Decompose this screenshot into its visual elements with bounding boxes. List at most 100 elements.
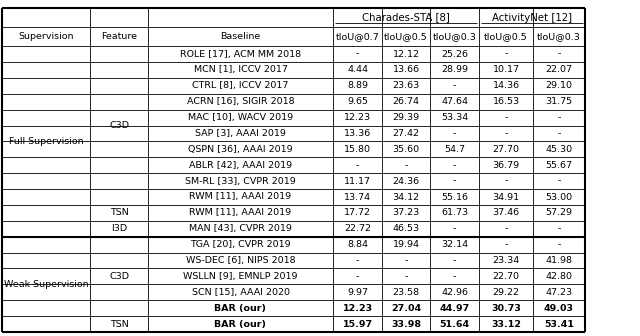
Text: C3D: C3D bbox=[109, 272, 129, 281]
Text: 29.39: 29.39 bbox=[392, 113, 420, 122]
Text: 15.97: 15.97 bbox=[342, 320, 372, 329]
Text: C3D: C3D bbox=[109, 121, 129, 130]
Text: 12.23: 12.23 bbox=[342, 304, 372, 313]
Text: 8.84: 8.84 bbox=[347, 240, 368, 249]
Text: -: - bbox=[557, 240, 561, 249]
Text: ACRN [16], SIGIR 2018: ACRN [16], SIGIR 2018 bbox=[187, 97, 294, 106]
Text: -: - bbox=[504, 49, 508, 58]
Text: MCN [1], ICCV 2017: MCN [1], ICCV 2017 bbox=[193, 66, 287, 75]
Text: 53.34: 53.34 bbox=[441, 113, 468, 122]
Text: 55.16: 55.16 bbox=[441, 193, 468, 202]
Text: 34.91: 34.91 bbox=[492, 193, 520, 202]
Text: -: - bbox=[356, 256, 359, 265]
Text: 23.58: 23.58 bbox=[392, 288, 420, 297]
Text: -: - bbox=[453, 81, 456, 90]
Text: -: - bbox=[504, 177, 508, 185]
Text: RWM [11], AAAI 2019: RWM [11], AAAI 2019 bbox=[189, 208, 292, 217]
Text: TGA [20], CVPR 2019: TGA [20], CVPR 2019 bbox=[190, 240, 291, 249]
Text: 28.99: 28.99 bbox=[441, 66, 468, 75]
Text: -: - bbox=[453, 177, 456, 185]
Text: -: - bbox=[453, 256, 456, 265]
Text: SM-RL [33], CVPR 2019: SM-RL [33], CVPR 2019 bbox=[185, 177, 296, 185]
Text: 9.97: 9.97 bbox=[347, 288, 368, 297]
Text: -: - bbox=[453, 224, 456, 233]
Text: 23.63: 23.63 bbox=[392, 81, 420, 90]
Text: 11.17: 11.17 bbox=[344, 177, 371, 185]
Text: 4.44: 4.44 bbox=[347, 66, 368, 75]
Text: 23.34: 23.34 bbox=[492, 256, 520, 265]
Text: 22.70: 22.70 bbox=[493, 272, 520, 281]
Text: Feature: Feature bbox=[101, 32, 137, 41]
Text: 42.96: 42.96 bbox=[441, 288, 468, 297]
Text: 55.67: 55.67 bbox=[545, 161, 573, 170]
Text: -: - bbox=[356, 49, 359, 58]
Text: Charades-STA [8]: Charades-STA [8] bbox=[362, 12, 450, 23]
Text: -: - bbox=[557, 177, 561, 185]
Text: -: - bbox=[557, 49, 561, 58]
Text: RWM [11], AAAI 2019: RWM [11], AAAI 2019 bbox=[189, 193, 292, 202]
Text: BAR (our): BAR (our) bbox=[214, 304, 266, 313]
Text: WSLLN [9], EMNLP 2019: WSLLN [9], EMNLP 2019 bbox=[183, 272, 298, 281]
Text: 24.36: 24.36 bbox=[392, 177, 420, 185]
Text: -: - bbox=[557, 113, 561, 122]
Text: Supervision: Supervision bbox=[19, 32, 74, 41]
Text: -: - bbox=[404, 272, 408, 281]
Text: 32.14: 32.14 bbox=[441, 240, 468, 249]
Text: 54.7: 54.7 bbox=[444, 145, 465, 154]
Text: 61.73: 61.73 bbox=[441, 208, 468, 217]
Text: TSN: TSN bbox=[109, 208, 129, 217]
Text: 16.53: 16.53 bbox=[492, 97, 520, 106]
Text: ActivityNet [12]: ActivityNet [12] bbox=[492, 12, 572, 23]
Text: 45.30: 45.30 bbox=[545, 145, 573, 154]
Text: SAP [3], AAAI 2019: SAP [3], AAAI 2019 bbox=[195, 129, 286, 138]
Text: tIoU@0.7: tIoU@0.7 bbox=[335, 32, 380, 41]
Text: CTRL [8], ICCV 2017: CTRL [8], ICCV 2017 bbox=[192, 81, 289, 90]
Text: 57.29: 57.29 bbox=[545, 208, 573, 217]
Text: -: - bbox=[557, 224, 561, 233]
Text: SCN [15], AAAI 2020: SCN [15], AAAI 2020 bbox=[191, 288, 289, 297]
Text: 31.75: 31.75 bbox=[545, 97, 573, 106]
Text: -: - bbox=[557, 129, 561, 138]
Text: 10.17: 10.17 bbox=[493, 66, 520, 75]
Text: 29.10: 29.10 bbox=[545, 81, 573, 90]
Text: 22.07: 22.07 bbox=[545, 66, 573, 75]
Text: -: - bbox=[453, 129, 456, 138]
Text: 37.23: 37.23 bbox=[392, 208, 420, 217]
Text: MAC [10], WACV 2019: MAC [10], WACV 2019 bbox=[188, 113, 293, 122]
Text: tIoU@0.3: tIoU@0.3 bbox=[433, 32, 476, 41]
Text: 15.80: 15.80 bbox=[344, 145, 371, 154]
Text: 44.97: 44.97 bbox=[440, 304, 470, 313]
Text: 9.65: 9.65 bbox=[347, 97, 368, 106]
Text: 27.70: 27.70 bbox=[493, 145, 520, 154]
Text: TSN: TSN bbox=[109, 320, 129, 329]
Text: -: - bbox=[504, 240, 508, 249]
Text: 36.79: 36.79 bbox=[492, 161, 520, 170]
Text: -: - bbox=[504, 113, 508, 122]
Text: -: - bbox=[453, 272, 456, 281]
Text: ROLE [17], ACM MM 2018: ROLE [17], ACM MM 2018 bbox=[180, 49, 301, 58]
Text: 12.23: 12.23 bbox=[344, 113, 371, 122]
Text: -: - bbox=[504, 129, 508, 138]
Text: 27.04: 27.04 bbox=[391, 304, 421, 313]
Text: 37.46: 37.46 bbox=[492, 208, 520, 217]
Text: 35.60: 35.60 bbox=[392, 145, 420, 154]
Text: 27.42: 27.42 bbox=[392, 129, 419, 138]
Text: Baseline: Baseline bbox=[220, 32, 260, 41]
Text: -: - bbox=[356, 161, 359, 170]
Text: I3D: I3D bbox=[111, 224, 127, 233]
Text: 53.41: 53.41 bbox=[544, 320, 574, 329]
Text: 29.22: 29.22 bbox=[493, 288, 520, 297]
Text: Full Supervision: Full Supervision bbox=[9, 137, 83, 146]
Text: 14.36: 14.36 bbox=[492, 81, 520, 90]
Text: 13.66: 13.66 bbox=[392, 66, 420, 75]
Text: 19.94: 19.94 bbox=[392, 240, 419, 249]
Text: 8.89: 8.89 bbox=[347, 81, 368, 90]
Text: WS-DEC [6], NIPS 2018: WS-DEC [6], NIPS 2018 bbox=[186, 256, 295, 265]
Text: 46.53: 46.53 bbox=[392, 224, 420, 233]
Text: -: - bbox=[504, 224, 508, 233]
Text: 51.64: 51.64 bbox=[440, 320, 470, 329]
Text: -: - bbox=[356, 272, 359, 281]
Text: 42.80: 42.80 bbox=[545, 272, 573, 281]
Text: 13.36: 13.36 bbox=[344, 129, 371, 138]
Text: Weak Supervision: Weak Supervision bbox=[4, 280, 88, 289]
